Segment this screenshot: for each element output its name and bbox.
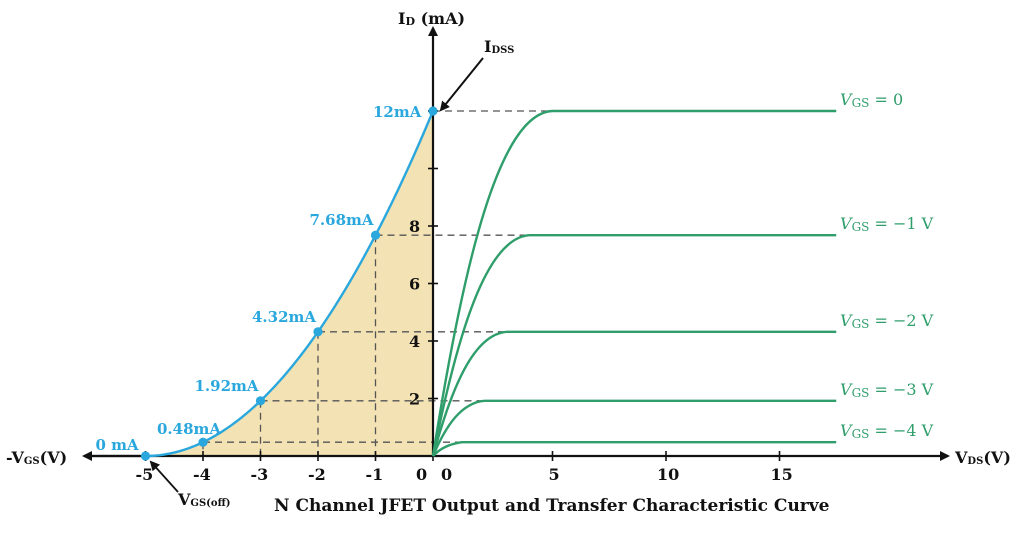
vgs-tick-label-5: 0 [416,465,427,484]
vds-tick-label-3: 15 [771,465,793,484]
transfer-point-3 [313,327,323,337]
transfer-point-4 [370,230,381,240]
transfer-point-label-2: 1.92mA [195,377,259,395]
vds-tick-label-0: 0 [441,465,452,484]
vgs-tick-label-1: -4 [193,465,211,484]
y-tick-label-0: 2 [409,390,420,409]
vgs-tick-label-3: -2 [308,465,326,484]
y-tick-label-3: 8 [409,217,420,236]
output-curve-label-0: VGS = 0 [840,90,903,110]
output-curve-label-4: VGS = −4 V [840,421,934,441]
tick-labels: 2 4 6 8 -5 -4 -3 -2 -1 0 0 5 10 15 [136,217,793,484]
vgs-off-label: VGS(off) [177,490,231,509]
output-curve-label-3: VGS = −3 V [840,380,934,400]
output-curves: VGS = 0 VGS = −1 V VGS = −2 V VGS = −3 V VGS… [431,90,934,457]
transfer-area-fill [145,111,433,456]
vgs-off-arrow [149,460,179,493]
x-axis-left-title: -VGS(V) [6,448,67,467]
vgs-tick-label-0: -5 [136,465,154,484]
output-curve-0 [431,109,837,457]
y-axis-title: ID (mA) [398,9,465,28]
vgs-tick-label-2: -3 [251,465,269,484]
output-curve-1 [431,234,837,457]
output-curve-4 [432,441,837,457]
figure-caption: N Channel JFET Output and Transfer Chara… [274,496,830,516]
y-tick-label-2: 6 [409,275,420,294]
vds-tick-label-2: 10 [657,465,679,484]
transfer-point-1 [198,437,208,447]
transfer-point-label-1: 0.48mA [157,420,221,438]
transfer-point-label-0: 0 mA [96,436,140,454]
transfer-point-label-5: 12mA [373,103,422,121]
transfer-points: 0 mA 0.48mA 1.92mA 4.32mA 7.68mA 12mA [96,103,438,461]
output-curve-3 [431,399,837,457]
vgs-tick-label-4: -1 [366,465,384,484]
output-curve-2 [431,330,837,457]
y-tick-marks [144,110,781,461]
idss-label: IDSS [484,37,514,56]
transfer-point-5 [428,106,438,116]
transfer-point-label-3: 4.32mA [252,308,316,326]
vds-tick-label-1: 5 [549,465,560,484]
output-curve-label-1: VGS = −1 V [840,214,934,234]
x-axis-right-title: VDS(V) [954,448,1011,467]
transfer-point-0 [140,451,151,461]
transfer-curve [145,110,435,458]
output-curve-label-2: VGS = −2 V [840,311,934,331]
y-tick-label-1: 4 [409,332,420,351]
idss-arrow [439,57,484,112]
transfer-point-label-4: 7.68mA [310,211,374,229]
transfer-point-2 [255,396,266,406]
